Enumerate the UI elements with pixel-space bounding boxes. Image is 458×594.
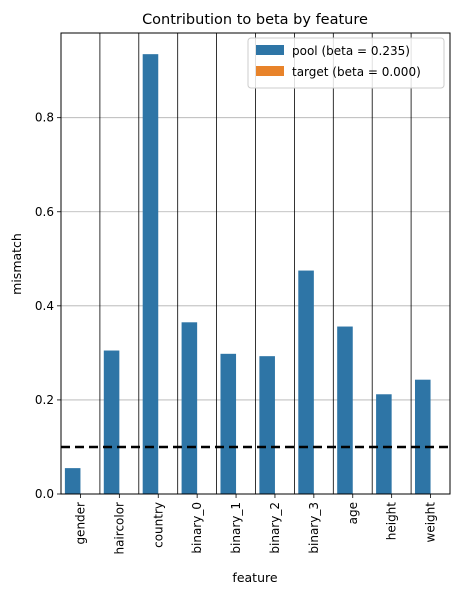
x-tick-label: age (346, 502, 360, 524)
bars (64, 54, 431, 494)
legend-swatch (256, 66, 284, 76)
x-tick-label: weight (424, 502, 438, 543)
bar-binary_3 (298, 270, 314, 494)
bar-height (376, 394, 392, 494)
y-tick-label: 0.0 (35, 487, 54, 501)
y-axis: 0.0 0.2 0.4 0.6 0.8 (35, 111, 61, 501)
bar-weight (414, 379, 431, 494)
bar-age (337, 326, 353, 494)
bar-binary_2 (259, 356, 275, 494)
bar-binary_0 (181, 322, 198, 494)
x-tick-label: binary_1 (229, 502, 243, 554)
y-axis-label: mismatch (9, 233, 24, 295)
bar-country (142, 54, 159, 494)
chart-title: Contribution to beta by feature (142, 12, 368, 28)
bar-haircolor (103, 350, 120, 494)
y-tick-label: 0.4 (35, 299, 54, 313)
x-axis-label: feature (232, 570, 277, 585)
legend: pool (beta = 0.235) target (beta = 0.000) (247, 37, 445, 89)
y-tick-label: 0.2 (35, 393, 54, 407)
plot-area (60, 32, 451, 495)
x-tick-label: haircolor (112, 502, 126, 555)
y-tick-label: 0.6 (35, 205, 54, 219)
x-axis: gender haircolor country binary_0 binary_1 bi… (73, 494, 438, 555)
legend-swatch (256, 45, 284, 55)
x-tick-label: binary_0 (190, 502, 204, 554)
legend-box (247, 37, 445, 89)
bar-gender (64, 468, 81, 494)
legend-label: pool (beta = 0.235) (292, 44, 410, 58)
category-separators (99, 33, 412, 494)
x-tick-label: binary_3 (307, 502, 321, 554)
x-tick-label: gender (73, 502, 87, 545)
x-tick-label: height (385, 502, 399, 541)
y-tick-label: 0.8 (35, 111, 54, 125)
x-tick-label: binary_2 (268, 502, 282, 554)
bar-binary_1 (220, 353, 237, 494)
legend-label: target (beta = 0.000) (292, 65, 421, 79)
x-tick-label: country (151, 502, 165, 548)
